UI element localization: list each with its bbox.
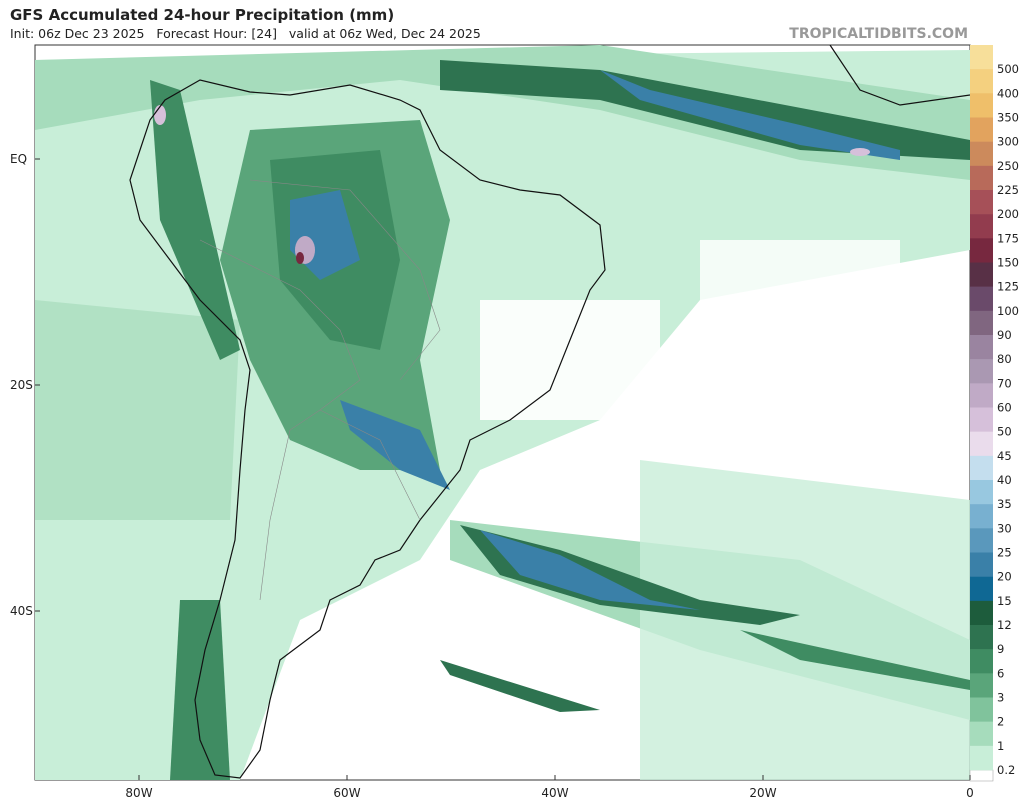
colorbar-label: 50 bbox=[997, 425, 1012, 439]
colorbar-label: 350 bbox=[997, 111, 1019, 125]
colorbar-swatch bbox=[970, 214, 993, 239]
colorbar-swatch bbox=[970, 117, 993, 142]
colorbar-label: 80 bbox=[997, 352, 1012, 366]
colorbar-label: 12 bbox=[997, 618, 1012, 632]
colorbar-swatch bbox=[970, 286, 993, 312]
colorbar-label: 2 bbox=[997, 715, 1004, 729]
colorbar-swatch bbox=[970, 45, 993, 70]
colorbar-label: 15 bbox=[997, 594, 1012, 608]
colorbar-label: 200 bbox=[997, 207, 1019, 221]
colorbar-swatch bbox=[970, 359, 993, 384]
colorbar-swatch bbox=[970, 552, 993, 577]
colorbar-label: 150 bbox=[997, 256, 1019, 270]
colorbar-label: 90 bbox=[997, 328, 1012, 342]
map bbox=[34, 44, 971, 781]
colorbar-swatch bbox=[970, 310, 993, 336]
colorbar-label: 25 bbox=[997, 546, 1012, 560]
colorbar-label: 35 bbox=[997, 497, 1012, 511]
title: GFS Accumulated 24-hour Precipitation (m… bbox=[10, 6, 394, 24]
colorbar-label: 40 bbox=[997, 473, 1012, 487]
colorbar-label: 1 bbox=[997, 739, 1004, 753]
colorbar-swatch bbox=[970, 576, 993, 602]
colorbar-swatch bbox=[970, 190, 993, 215]
lat-label: 40S bbox=[10, 604, 33, 618]
colorbar-swatch bbox=[970, 165, 993, 191]
colorbar-label: 400 bbox=[997, 86, 1019, 100]
colorbar-swatch bbox=[970, 504, 993, 529]
colorbar-swatch bbox=[970, 697, 993, 722]
colorbar-swatch bbox=[970, 649, 993, 674]
colorbar-label: 225 bbox=[997, 183, 1019, 197]
colorbar-swatch bbox=[970, 455, 993, 481]
colorbar-swatch bbox=[970, 335, 993, 360]
subtitle: Init: 06z Dec 23 2025 Forecast Hour: [24… bbox=[10, 26, 481, 41]
colorbar-swatch bbox=[970, 625, 993, 650]
colorbar-base bbox=[969, 769, 994, 782]
lon-label: 80W bbox=[125, 786, 152, 800]
precip-field bbox=[35, 45, 970, 780]
colorbar-label: 20 bbox=[997, 570, 1012, 584]
lat-label: 20S bbox=[10, 378, 33, 392]
colorbar-label: 500 bbox=[997, 62, 1019, 76]
colorbar-label: 100 bbox=[997, 304, 1019, 318]
colorbar-label: 30 bbox=[997, 521, 1012, 535]
colorbar-label: 250 bbox=[997, 159, 1019, 173]
colorbar-swatch bbox=[970, 528, 993, 553]
colorbar-swatch bbox=[970, 93, 993, 118]
colorbar-label: 6 bbox=[997, 666, 1004, 680]
site-credit: TROPICALTIDBITS.COM bbox=[789, 26, 968, 42]
colorbar-label: 70 bbox=[997, 376, 1012, 390]
colorbar-label: 45 bbox=[997, 449, 1012, 463]
colorbar-swatch bbox=[970, 407, 993, 432]
colorbar-label: 9 bbox=[997, 642, 1004, 656]
colorbar-swatch bbox=[970, 238, 993, 263]
colorbar-swatch bbox=[970, 141, 993, 167]
colorbar-swatch bbox=[970, 673, 993, 698]
colorbar-swatch bbox=[970, 745, 993, 771]
colorbar-label: 0.2 bbox=[997, 763, 1015, 777]
colorbar: 5004003503002502252001751501251009080706… bbox=[969, 45, 1019, 782]
colorbar-swatch bbox=[970, 480, 993, 505]
colorbar-swatch bbox=[970, 600, 993, 626]
lat-label: EQ bbox=[10, 152, 27, 166]
colorbar-swatch bbox=[970, 721, 993, 747]
lon-label: 60W bbox=[333, 786, 360, 800]
lon-label: 0 bbox=[966, 786, 974, 800]
colorbar-label: 60 bbox=[997, 401, 1012, 415]
coastline bbox=[129, 45, 970, 779]
colorbar-swatch bbox=[970, 69, 993, 94]
colorbar-label: 125 bbox=[997, 280, 1019, 294]
colorbar-swatch bbox=[970, 262, 993, 287]
colorbar-label: 300 bbox=[997, 135, 1019, 149]
colorbar-swatch bbox=[970, 431, 993, 457]
borders bbox=[199, 179, 441, 601]
colorbar-label: 175 bbox=[997, 231, 1019, 245]
lon-labels: 80W 60W 40W 20W 0 bbox=[125, 786, 973, 800]
colorbar-label: 3 bbox=[997, 691, 1004, 705]
colorbar-swatch bbox=[970, 383, 993, 408]
lon-label: 20W bbox=[749, 786, 776, 800]
lat-labels: EQ 20S 40S bbox=[10, 152, 33, 618]
lon-label: 40W bbox=[541, 786, 568, 800]
